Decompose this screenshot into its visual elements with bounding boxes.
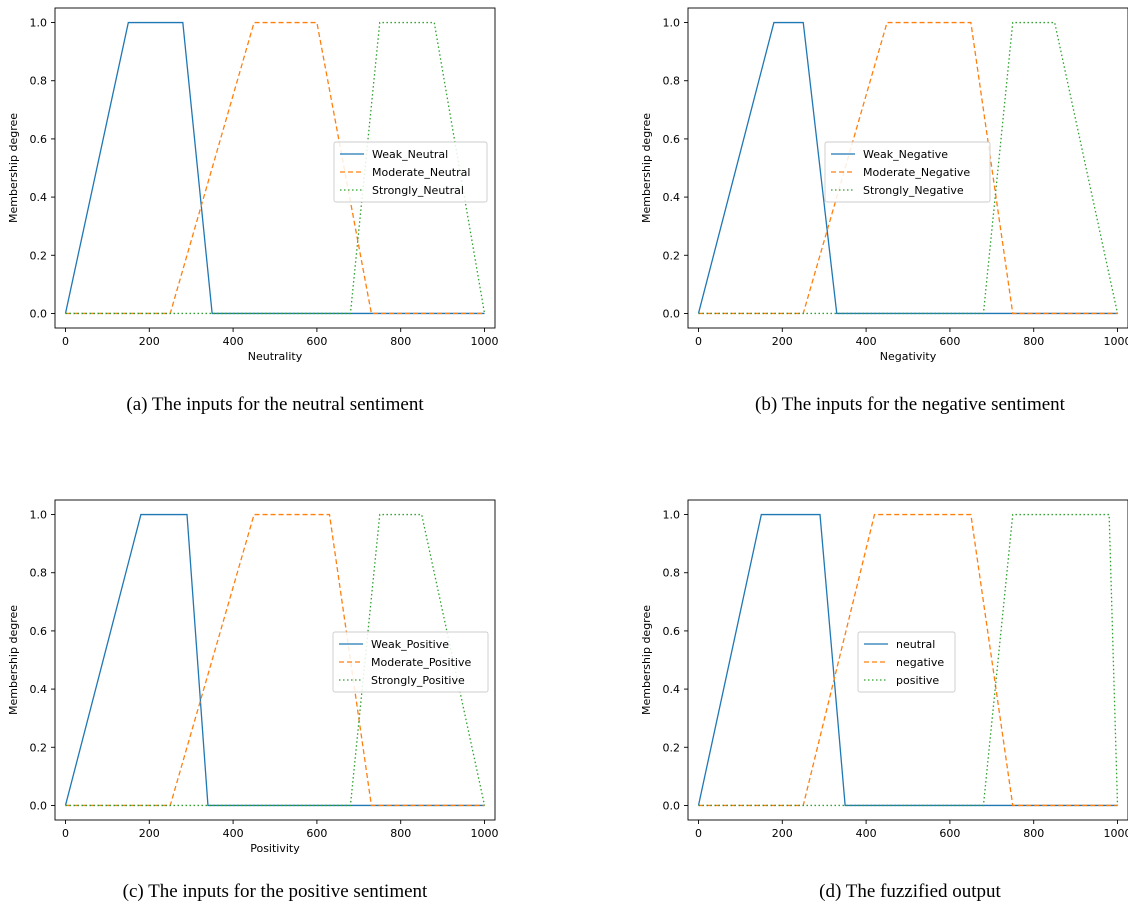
- x-tick-label: 1000: [471, 335, 499, 348]
- series-line-0: [64, 513, 485, 807]
- legend: Weak_Neutral Moderate_Neutral Strongly_Neu…: [333, 141, 488, 203]
- y-axis-label: Membership degree: [7, 605, 20, 715]
- legend: Weak_Positive Moderate_Positive Strongly_P…: [332, 631, 489, 693]
- x-tick-label: 600: [306, 827, 327, 840]
- series-line-2: [65, 21, 486, 315]
- legend-entry: Strongly_Neutral: [372, 184, 464, 197]
- chart-panel-1: 0 200 400 600 800 1000 0.0 0.2 0.4 0.6 0.8 1.0 Negat…: [640, 7, 1128, 415]
- x-axis-label: Neutrality: [248, 350, 303, 363]
- x-tick-label: 800: [390, 335, 411, 348]
- legend-entry: Moderate_Positive: [371, 656, 471, 669]
- legend-entry: Weak_Positive: [371, 638, 449, 651]
- y-tick-label: 0.0: [30, 799, 48, 812]
- y-tick-label: 0.2: [663, 249, 681, 262]
- axes-frame: [54, 7, 496, 329]
- x-tick-label: 0: [62, 827, 69, 840]
- series-line-2: [65, 513, 486, 807]
- chart-panel-0: 0 200 400 600 800 1000 0.0 0.2 0.4 0.6 0.8 1.0 Neutr…: [7, 7, 499, 415]
- y-tick-label: 0.2: [663, 741, 681, 754]
- chart-panel-2: 0 200 400 600 800 1000 0.0 0.2 0.4 0.6 0.8 1.0 Posit…: [7, 499, 499, 902]
- y-tick-label: 0.4: [30, 683, 48, 696]
- series-line-2: [698, 513, 1119, 807]
- legend-entry: Weak_Negative: [863, 148, 948, 161]
- y-tick-label: 0.8: [663, 75, 681, 88]
- series-line-1: [65, 21, 485, 315]
- series-line-2: [698, 21, 1119, 315]
- x-tick-label: 600: [306, 335, 327, 348]
- legend-entry: neutral: [896, 638, 935, 651]
- legend-box: [857, 631, 956, 693]
- series-line-1: [65, 513, 485, 807]
- y-tick-label: 0.6: [30, 133, 48, 146]
- series-line-0: [697, 21, 1118, 315]
- x-tick-label: 600: [939, 827, 960, 840]
- x-tick-label: 200: [139, 827, 160, 840]
- legend-entry: positive: [896, 674, 939, 687]
- axes-frame: [687, 499, 1128, 821]
- legend-entry: Strongly_Negative: [863, 184, 964, 197]
- x-tick-label: 600: [939, 335, 960, 348]
- x-tick-label: 200: [772, 827, 793, 840]
- legend: neutral negative positive: [857, 631, 956, 693]
- legend-entry: negative: [896, 656, 944, 669]
- y-tick-label: 1.0: [663, 509, 681, 522]
- legend-box: [333, 141, 488, 203]
- x-tick-label: 1000: [1104, 827, 1128, 840]
- y-tick-label: 0.0: [663, 307, 681, 320]
- y-tick-label: 0.4: [30, 191, 48, 204]
- x-tick-label: 800: [1023, 827, 1044, 840]
- y-tick-label: 0.2: [30, 741, 48, 754]
- y-axis-label: Membership degree: [7, 113, 20, 223]
- x-tick-label: 1000: [471, 827, 499, 840]
- y-tick-label: 0.0: [30, 307, 48, 320]
- x-tick-label: 400: [223, 335, 244, 348]
- legend-box: [332, 631, 489, 693]
- y-tick-label: 1.0: [30, 509, 48, 522]
- x-tick-label: 0: [62, 335, 69, 348]
- y-tick-label: 0.4: [663, 683, 681, 696]
- series-line-1: [698, 21, 1118, 315]
- x-tick-label: 800: [390, 827, 411, 840]
- legend: Weak_Negative Moderate_Negative Strongly_N…: [824, 141, 991, 203]
- x-tick-label: 400: [856, 827, 877, 840]
- legend-entry: Strongly_Positive: [371, 674, 465, 687]
- legend-box: [824, 141, 991, 203]
- y-tick-label: 0.8: [30, 75, 48, 88]
- x-tick-label: 800: [1023, 335, 1044, 348]
- y-axis-label: Membership degree: [640, 605, 653, 715]
- figure-caption: (d) The fuzzified output: [819, 881, 1001, 902]
- chart-panel-3: 0 200 400 600 800 1000 0.0 0.2 0.4 0.6 0.8 1.0 Membe…: [640, 499, 1128, 902]
- x-tick-label: 0: [695, 827, 702, 840]
- x-tick-label: 400: [856, 335, 877, 348]
- y-axis-label: Membership degree: [640, 113, 653, 223]
- figure-caption: (c) The inputs for the positive sentimen…: [123, 881, 428, 902]
- y-tick-label: 0.4: [663, 191, 681, 204]
- figure-caption: (b) The inputs for the negative sentimen…: [755, 394, 1066, 415]
- y-tick-label: 0.2: [30, 249, 48, 262]
- y-tick-label: 0.0: [663, 799, 681, 812]
- x-tick-label: 1000: [1104, 335, 1128, 348]
- axes-frame: [687, 7, 1128, 329]
- legend-entry: Moderate_Neutral: [372, 166, 470, 179]
- x-tick-label: 0: [695, 335, 702, 348]
- y-tick-label: 0.8: [30, 567, 48, 580]
- y-tick-label: 0.8: [663, 567, 681, 580]
- series-line-1: [698, 513, 1118, 807]
- x-tick-label: 200: [139, 335, 160, 348]
- figure-caption: (a) The inputs for the neutral sentiment: [126, 394, 424, 415]
- x-tick-label: 200: [772, 335, 793, 348]
- x-axis-label: Negativity: [880, 350, 937, 363]
- y-tick-label: 1.0: [30, 17, 48, 30]
- y-tick-label: 1.0: [663, 17, 681, 30]
- x-tick-label: 400: [223, 827, 244, 840]
- legend-entry: Weak_Neutral: [372, 148, 448, 161]
- y-tick-label: 0.6: [663, 625, 681, 638]
- y-tick-label: 0.6: [663, 133, 681, 146]
- legend-entry: Moderate_Negative: [863, 166, 970, 179]
- y-tick-label: 0.6: [30, 625, 48, 638]
- axes-frame: [54, 499, 496, 821]
- x-axis-label: Positivity: [250, 842, 300, 855]
